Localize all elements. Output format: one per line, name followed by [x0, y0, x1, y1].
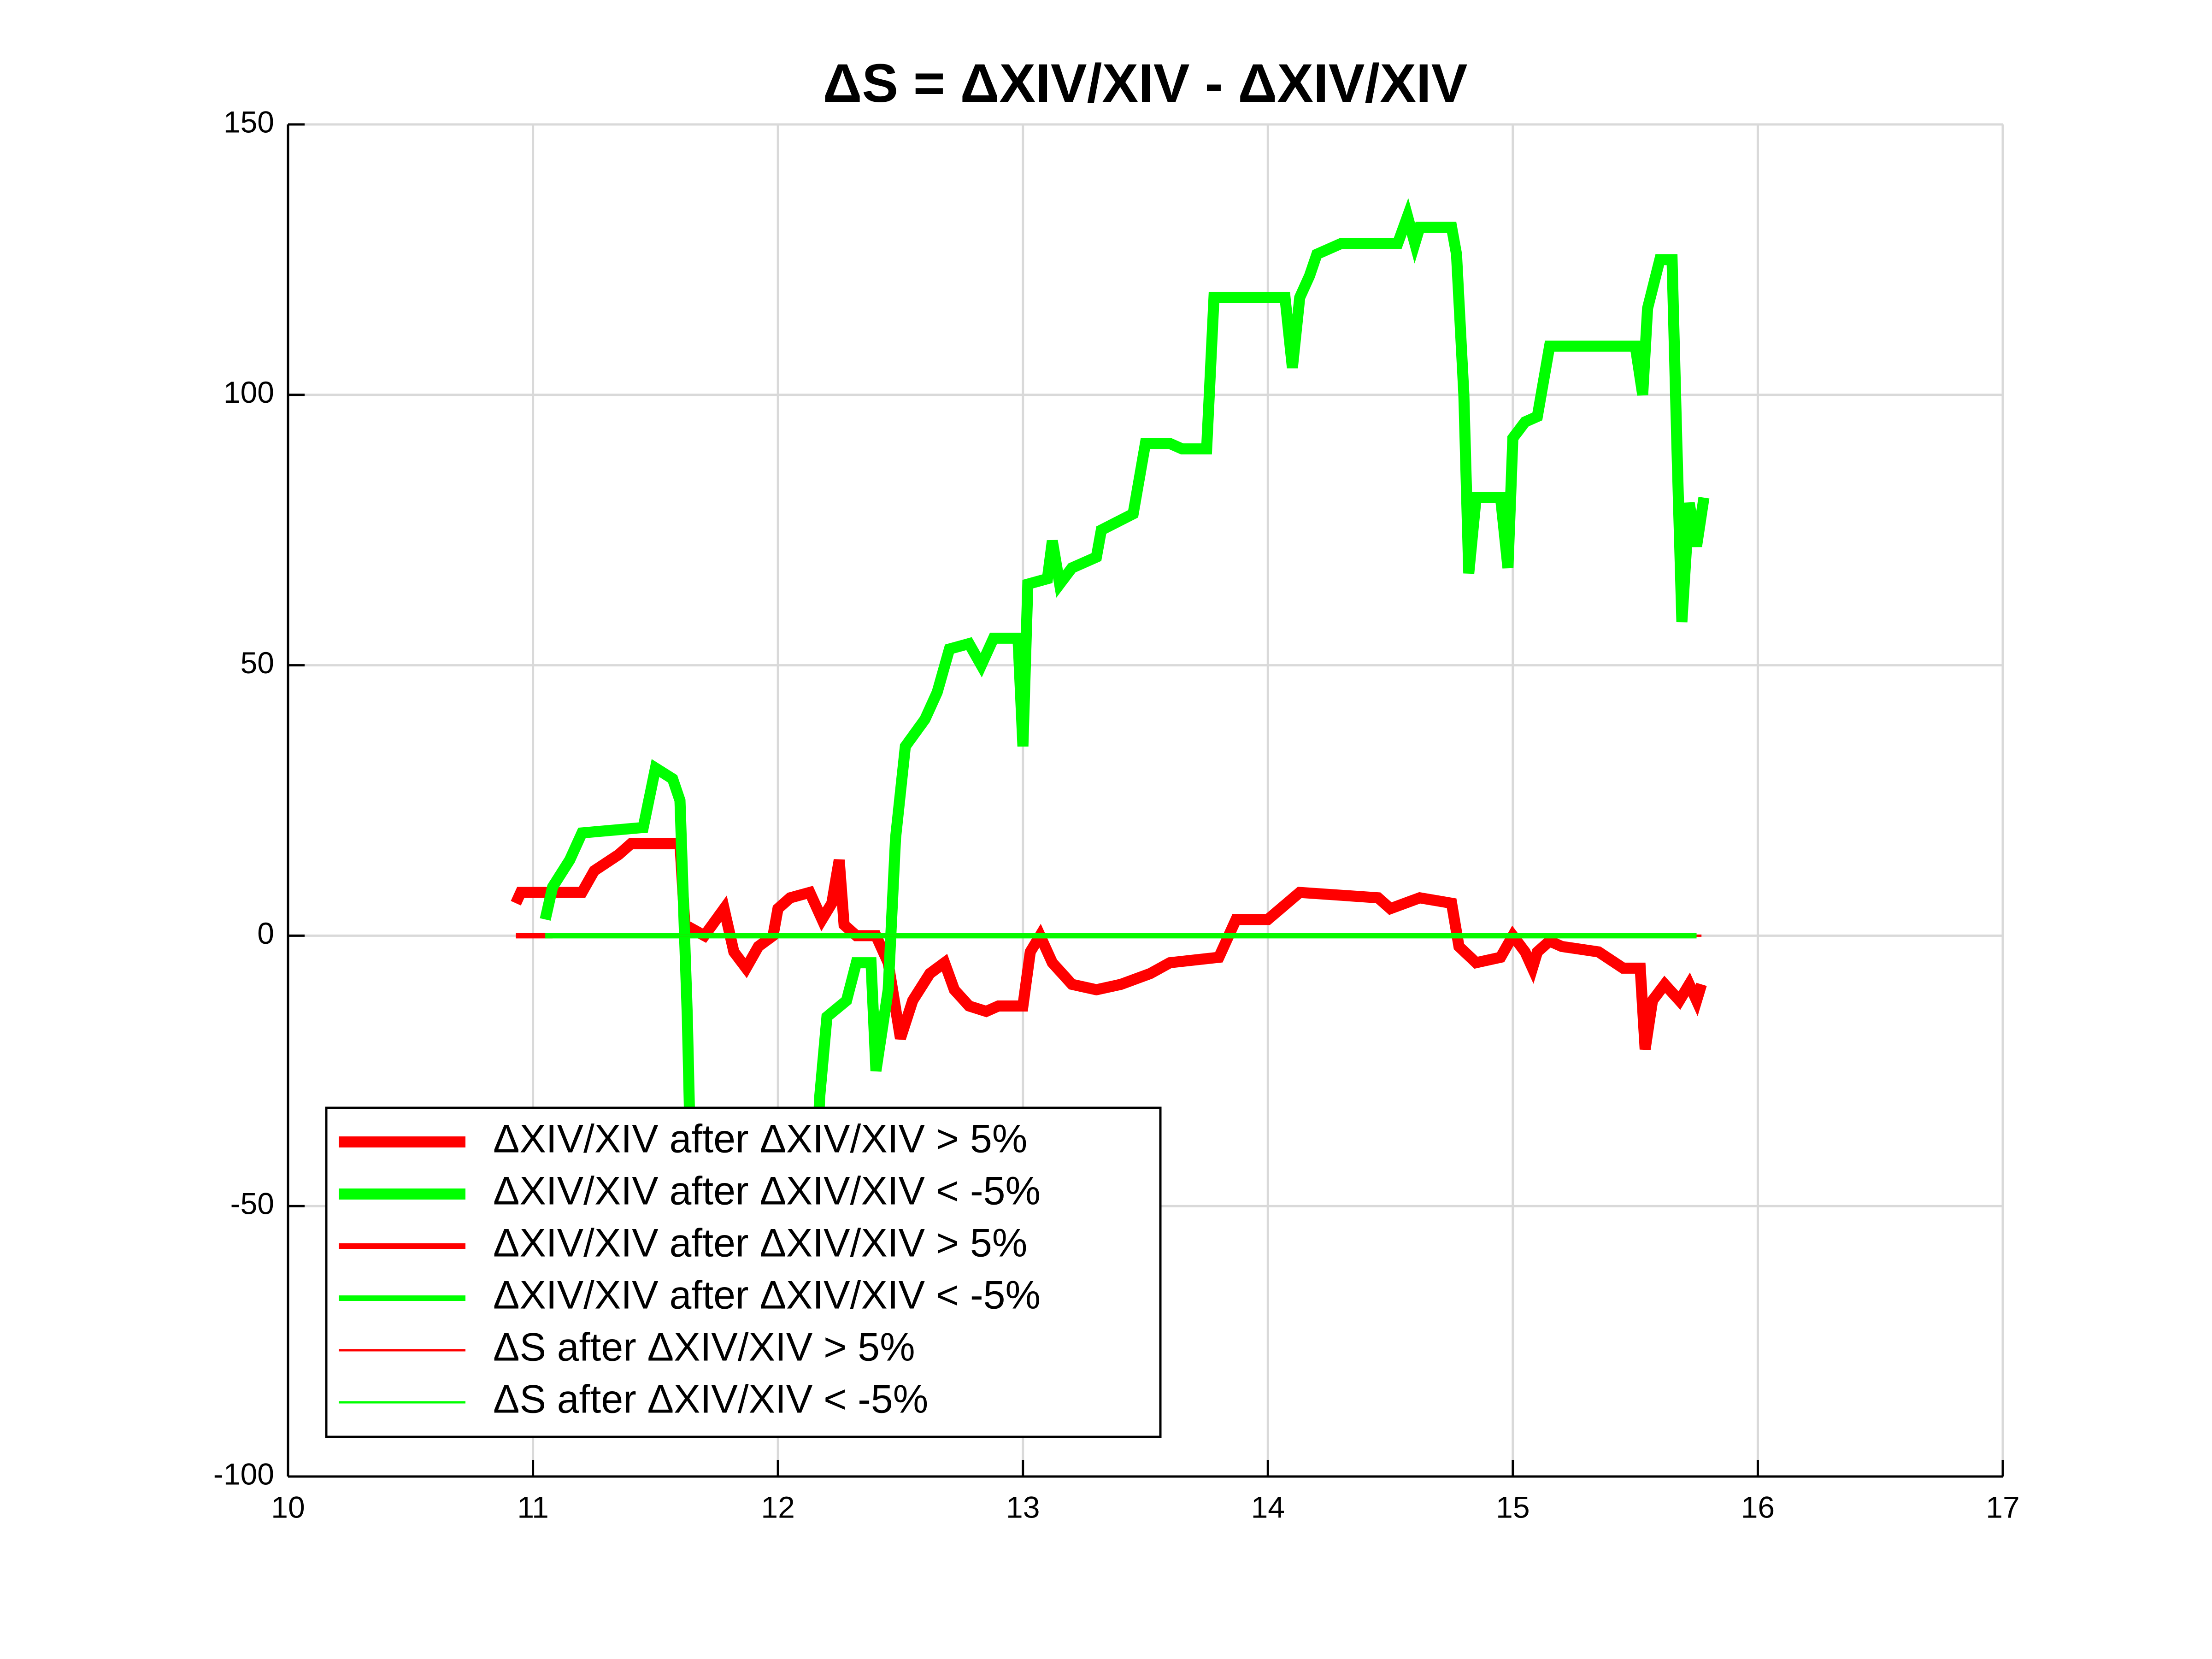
x-tick-label: 13 — [1006, 1490, 1040, 1524]
legend-label: ΔS after ΔXIV/XIV < -5% — [493, 1377, 928, 1422]
y-tick-label: 50 — [241, 646, 274, 680]
legend-label: ΔXIV/XIV after ΔXIV/XIV < -5% — [493, 1169, 1041, 1213]
legend-box — [325, 1106, 1162, 1438]
x-tick-label: 14 — [1251, 1490, 1285, 1524]
x-tick-label: 10 — [271, 1490, 305, 1524]
series-line — [540, 198, 1710, 1239]
x-tick-label: 12 — [761, 1490, 794, 1524]
x-tick-label: 17 — [1986, 1490, 2019, 1524]
y-tick-label: 150 — [224, 105, 274, 139]
y-tick-label: 0 — [257, 916, 274, 950]
legend-label: ΔXIV/XIV after ΔXIV/XIV > 5% — [493, 1221, 1027, 1265]
legend-label: ΔXIV/XIV after ΔXIV/XIV < -5% — [493, 1273, 1041, 1318]
y-tick-label: -100 — [213, 1457, 274, 1491]
chart-title: ΔS = ΔXIV/XIV - ΔXIV/XIV — [823, 53, 1468, 114]
x-tick-label: 16 — [1741, 1490, 1775, 1524]
y-tick-label: 100 — [224, 375, 274, 409]
x-tick-label: 11 — [517, 1490, 549, 1524]
legend-label: ΔS after ΔXIV/XIV > 5% — [493, 1325, 915, 1370]
y-tick-label: -50 — [230, 1187, 274, 1221]
series-line — [511, 838, 1707, 1050]
x-tick-label: 15 — [1496, 1490, 1530, 1524]
plot-area — [511, 198, 1710, 1239]
legend-label: ΔXIV/XIV after ΔXIV/XIV > 5% — [493, 1117, 1027, 1161]
